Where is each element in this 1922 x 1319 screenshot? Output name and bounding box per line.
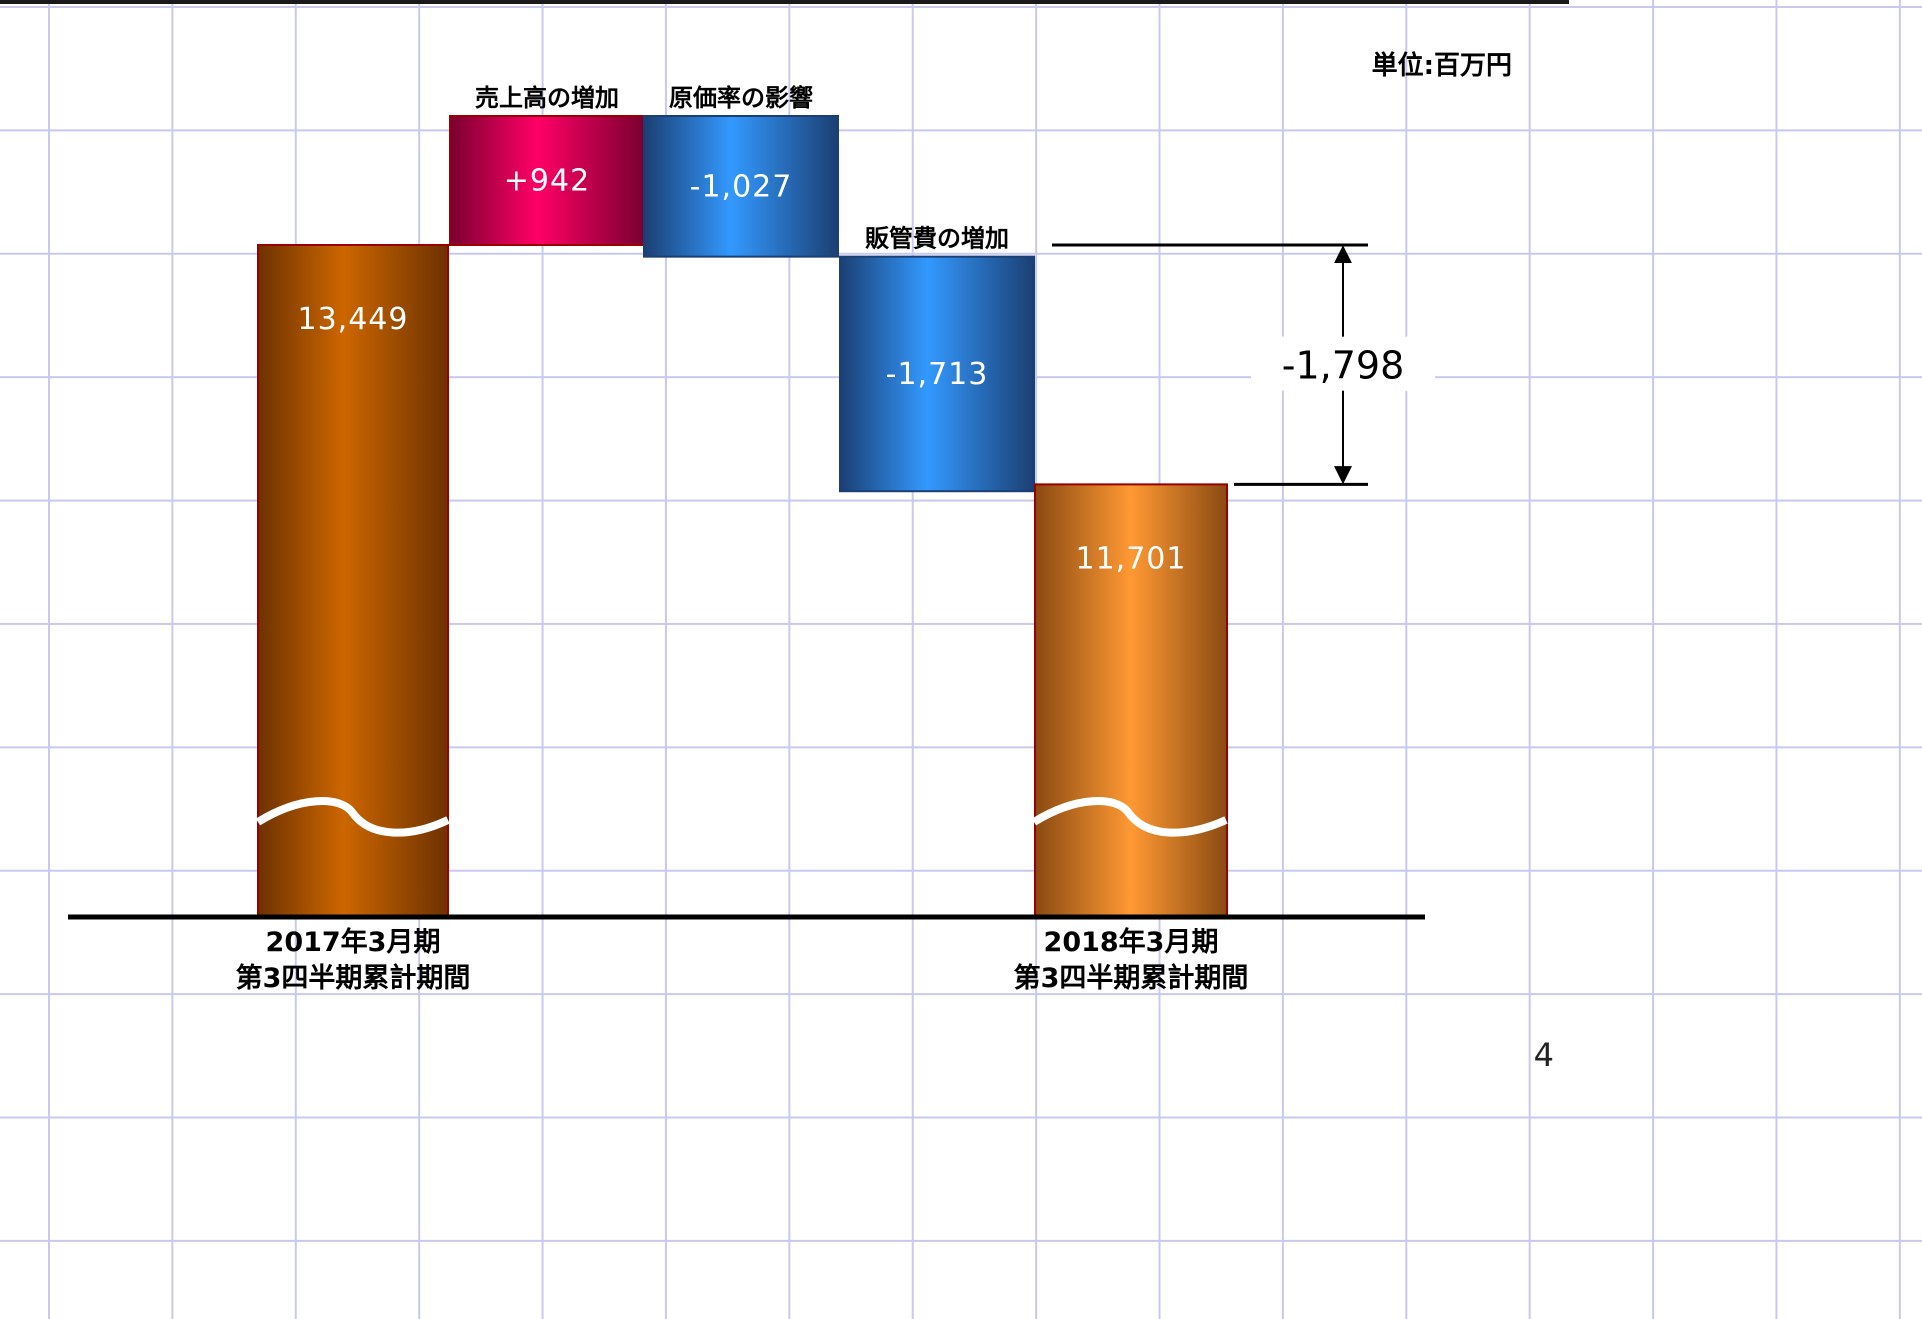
difference-label-background [1251, 336, 1435, 391]
data-label-2018: 11,701 [1076, 541, 1187, 576]
data-label-sales-increase: +942 [504, 164, 590, 199]
category-label-2018-line1: 2018年3月期 [1044, 926, 1219, 958]
bar-sga-increase [839, 255, 1035, 493]
waterfall-chart: 13,449 +942 -1,027 -1,713 11,701 売上高の増加 … [68, 50, 1554, 1074]
category-label-sales-increase: 売上高の増加 [475, 84, 619, 112]
bar-sales-increase [449, 115, 645, 246]
category-label-sga-increase: 販管費の増加 [865, 225, 1009, 253]
category-label-2018-line2: 第3四半期累計期間 [1014, 962, 1249, 994]
data-label-2017: 13,449 [298, 302, 409, 337]
category-label-cost-rate-effect: 原価率の影響 [669, 84, 813, 112]
unit-label: 単位:百万円 [1372, 50, 1512, 81]
data-label-cost-rate-effect: -1,027 [690, 169, 793, 204]
top-border [0, 0, 1569, 4]
data-label-sga-increase: -1,713 [886, 357, 989, 392]
category-label-2017-line2: 第3四半期累計期間 [236, 962, 471, 994]
category-label-2017-line1: 2017年3月期 [266, 926, 441, 958]
bar-cost-rate-effect [643, 115, 839, 258]
axis-break-mark-left [255, 797, 450, 837]
axis-break-mark-right [1031, 797, 1228, 837]
difference-label: -1,798 [1282, 344, 1405, 388]
page-number: 4 [1534, 1036, 1554, 1074]
